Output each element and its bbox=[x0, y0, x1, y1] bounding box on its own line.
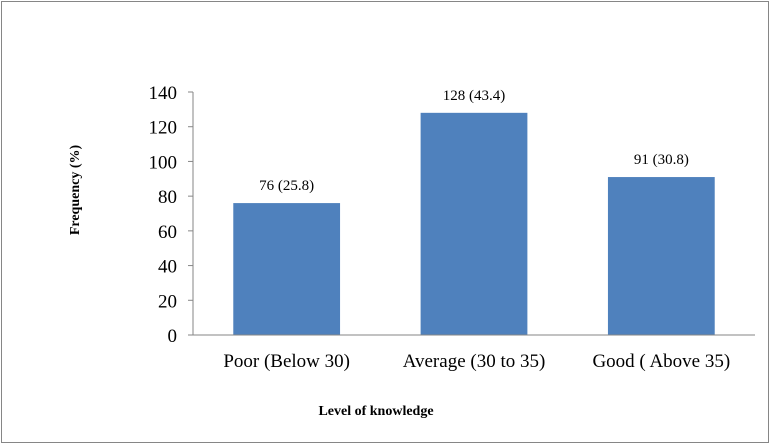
x-category-label: Good ( Above 35) bbox=[592, 351, 730, 372]
bar bbox=[420, 112, 528, 335]
y-tick-label: 120 bbox=[149, 118, 178, 139]
x-category-label: Poor (Below 30) bbox=[223, 351, 350, 372]
y-axis-title: Frequency (%) bbox=[68, 144, 83, 235]
y-tick-label: 100 bbox=[149, 152, 178, 173]
y-tick-label: 140 bbox=[149, 83, 178, 104]
bar bbox=[607, 177, 715, 335]
x-axis-title: Level of knowledge bbox=[318, 404, 433, 419]
bar-data-label: 76 (25.8) bbox=[259, 178, 314, 194]
y-tick-label: 20 bbox=[158, 291, 177, 312]
y-tick-label: 40 bbox=[158, 257, 177, 278]
bars-layer: 76 (25.8) Poor (Below 30) 128 (43.4) Averag… bbox=[223, 88, 730, 372]
y-axis-ticks: 0 20 40 60 80 100 120 140 bbox=[149, 83, 193, 347]
bar-data-label: 91 (30.8) bbox=[634, 152, 689, 168]
y-tick-label: 0 bbox=[168, 326, 178, 347]
y-tick-label: 60 bbox=[158, 222, 177, 243]
bar-data-label: 128 (43.4) bbox=[443, 88, 506, 104]
y-tick-label: 80 bbox=[158, 187, 177, 208]
bar bbox=[233, 203, 341, 335]
x-category-label: Average (30 to 35) bbox=[403, 351, 546, 372]
